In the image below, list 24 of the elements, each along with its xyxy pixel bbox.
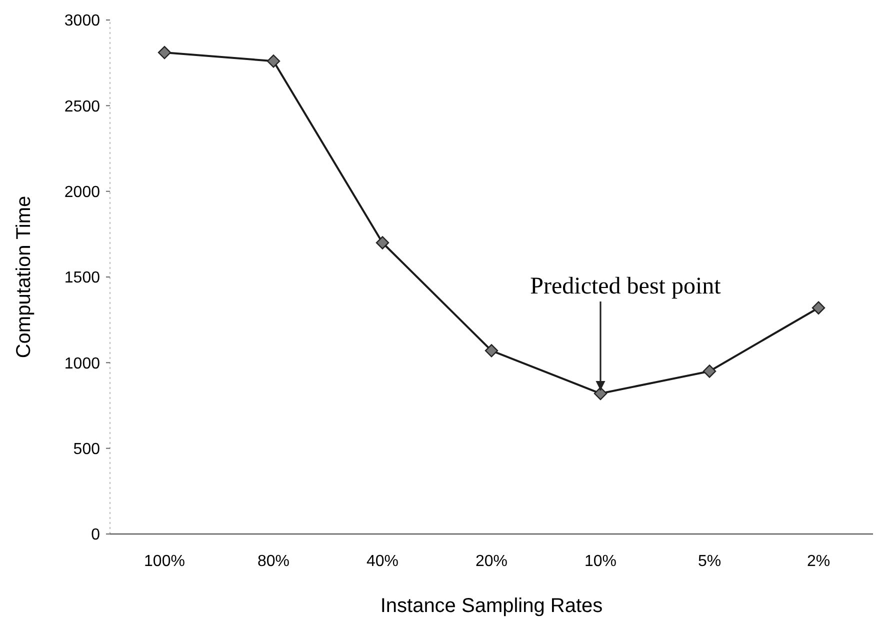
y-tick-label: 500 [73,440,100,458]
y-axis-title: Computation Time [13,196,35,358]
x-tick-label: 10% [584,553,617,570]
point [158,46,172,60]
x-tick-label: 5% [698,553,722,570]
point [376,236,390,250]
y-tick-label: 2000 [64,184,100,201]
point [702,364,716,378]
x-tick-label: 2% [806,553,830,570]
x-tick-label: 20% [475,553,508,570]
y-tick-label: 2500 [64,98,100,116]
y-tick-label: 3000 [64,12,100,30]
point [812,301,826,314]
annotation: Predicted best point [530,274,722,300]
y-tick-label: 1500 [64,270,100,287]
point [266,54,280,68]
x-tick-label: 100% [144,553,185,570]
y-tick-label: 0 [91,526,100,544]
point [594,386,608,400]
y-tick-label: 1000 [64,355,100,372]
x-tick-label: 80% [257,553,290,570]
point [484,344,498,358]
x-tick-label: 40% [366,553,399,570]
x-axis-title: Instance Sampling Rates [380,595,603,617]
